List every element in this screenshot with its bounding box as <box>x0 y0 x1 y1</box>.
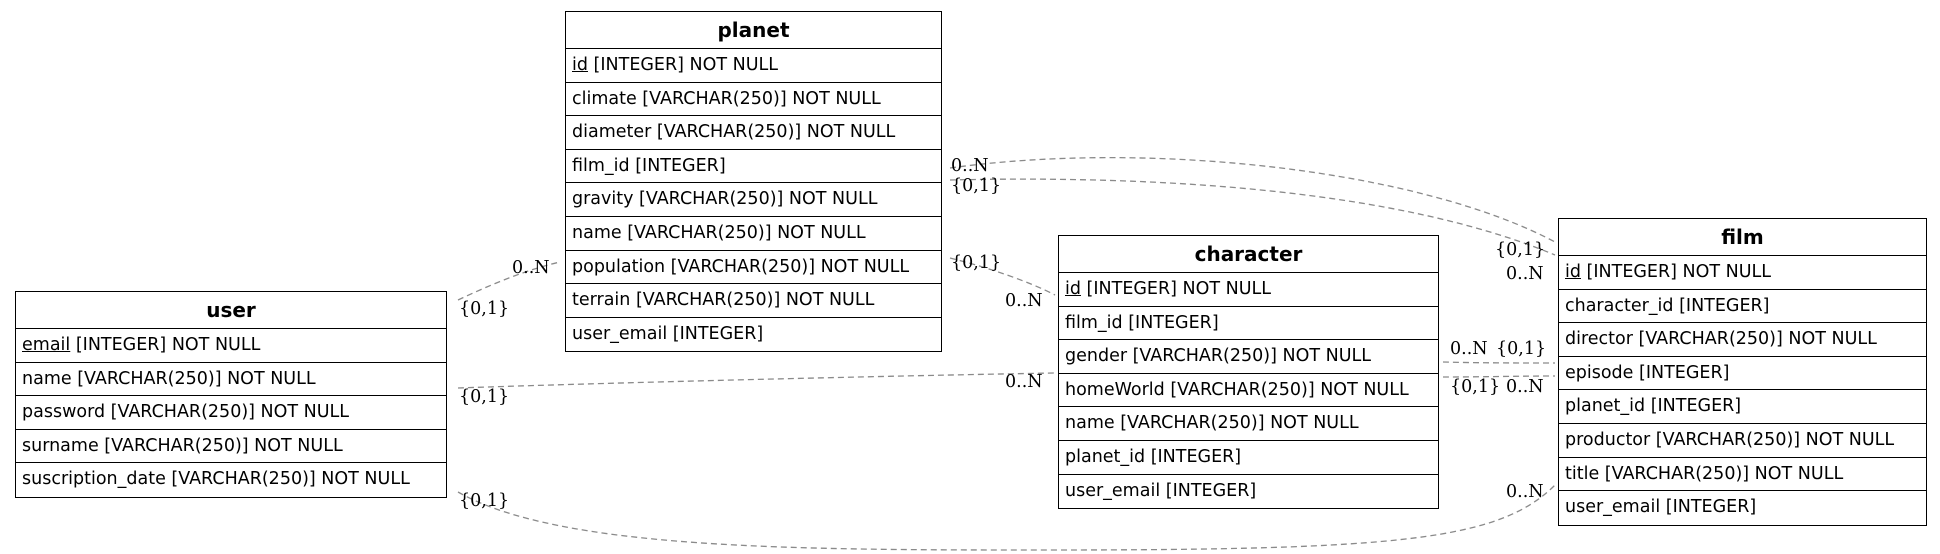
entity-title-film: film <box>1559 219 1926 256</box>
field-definition: planet_id [INTEGER] <box>1065 446 1242 467</box>
field-definition: climate [VARCHAR(250)] NOT NULL <box>572 88 881 109</box>
field-definition: name [VARCHAR(250)] NOT NULL <box>22 368 316 389</box>
primary-key: id <box>572 55 588 75</box>
field-definition: planet_id [INTEGER] <box>1565 396 1742 417</box>
entity-title-character: character <box>1059 236 1438 273</box>
field-row: name [VARCHAR(250)] NOT NULL <box>566 217 941 251</box>
cardinality-label: 0..N <box>1506 264 1544 284</box>
field-definition: name [VARCHAR(250)] NOT NULL <box>1065 413 1359 434</box>
cardinality-label: {0,1} <box>951 253 1002 273</box>
field-row: surname [VARCHAR(250)] NOT NULL <box>16 430 446 464</box>
field-definition: homeWorld [VARCHAR(250)] NOT NULL <box>1065 379 1409 400</box>
field-row: user_email [INTEGER] <box>566 318 941 352</box>
field-row: episode [INTEGER] <box>1559 357 1926 391</box>
field-definition: surname [VARCHAR(250)] NOT NULL <box>22 435 343 456</box>
field-definition: user_email [INTEGER] <box>1065 480 1257 501</box>
primary-key: id <box>1065 279 1081 299</box>
field-row: user_email [INTEGER] <box>1559 491 1926 525</box>
entity-planet[interactable]: planet id [INTEGER] NOT NULL climate [VA… <box>565 11 942 353</box>
edge-character-film-a <box>1442 361 1556 364</box>
edge-planet-film-a <box>949 157 1556 243</box>
field-row: password [VARCHAR(250)] NOT NULL <box>16 396 446 430</box>
entity-user[interactable]: user email [INTEGER] NOT NULL name [VARC… <box>15 291 447 498</box>
cardinality-label: {0,1} <box>459 491 510 511</box>
cardinality-label: {0,1} <box>951 176 1002 196</box>
field-row: name [VARCHAR(250)] NOT NULL <box>1059 407 1438 441</box>
entity-film[interactable]: film id [INTEGER] NOT NULL character_id … <box>1558 218 1927 526</box>
field-row: population [VARCHAR(250)] NOT NULL <box>566 251 941 285</box>
field-definition: user_email [INTEGER] <box>1565 497 1757 518</box>
cardinality-label: 0..N <box>1005 372 1043 392</box>
cardinality-label: {0,1} <box>459 387 510 407</box>
cardinality-label: 0..N <box>1005 291 1043 311</box>
field-definition: film_id [INTEGER] <box>572 155 726 176</box>
field-definition: gravity [VARCHAR(250)] NOT NULL <box>572 189 878 210</box>
cardinality-label: 0..N <box>951 156 989 176</box>
edge-planet-character <box>949 257 1056 296</box>
edge-character-film-b <box>1442 375 1556 378</box>
field-row: gravity [VARCHAR(250)] NOT NULL <box>566 183 941 217</box>
field-definition: terrain [VARCHAR(250)] NOT NULL <box>572 290 875 311</box>
field-definition: [INTEGER] NOT NULL <box>70 335 261 355</box>
field-row: character_id [INTEGER] <box>1559 290 1926 324</box>
field-definition: password [VARCHAR(250)] NOT NULL <box>22 402 350 423</box>
edge-user-character <box>457 372 1056 389</box>
field-row: homeWorld [VARCHAR(250)] NOT NULL <box>1059 374 1438 408</box>
field-definition: population [VARCHAR(250)] NOT NULL <box>572 256 910 277</box>
field-row: planet_id [INTEGER] <box>1059 441 1438 475</box>
field-definition: productor [VARCHAR(250)] NOT NULL <box>1565 429 1895 450</box>
primary-key: id <box>1565 262 1581 282</box>
primary-key: email <box>22 335 71 355</box>
field-row: climate [VARCHAR(250)] NOT NULL <box>566 83 941 117</box>
field-row: email [INTEGER] NOT NULL <box>16 329 446 363</box>
field-row: productor [VARCHAR(250)] NOT NULL <box>1559 424 1926 458</box>
edge-user-planet <box>457 261 561 301</box>
field-row: director [VARCHAR(250)] NOT NULL <box>1559 323 1926 357</box>
cardinality-label: 0..N <box>1506 482 1544 502</box>
field-definition: [INTEGER] NOT NULL <box>1080 279 1272 299</box>
field-row: gender [VARCHAR(250)] NOT NULL <box>1059 340 1438 374</box>
field-definition: [INTEGER] NOT NULL <box>1580 262 1772 282</box>
field-definition: character_id [INTEGER] <box>1565 295 1770 316</box>
cardinality-label: {0,1} <box>1496 339 1547 359</box>
cardinality-label: 0..N <box>512 258 550 278</box>
cardinality-label: {0,1} <box>459 299 510 319</box>
field-row: suscription_date [VARCHAR(250)] NOT NULL <box>16 463 446 497</box>
field-definition: user_email [INTEGER] <box>572 323 764 344</box>
field-definition: [INTEGER] NOT NULL <box>587 55 779 75</box>
field-row: id [INTEGER] NOT NULL <box>1059 273 1438 307</box>
field-row: film_id [INTEGER] <box>1059 307 1438 341</box>
entity-title-planet: planet <box>566 12 941 49</box>
field-row: id [INTEGER] NOT NULL <box>566 49 941 83</box>
field-row: terrain [VARCHAR(250)] NOT NULL <box>566 284 941 318</box>
field-definition: episode [INTEGER] <box>1565 362 1730 383</box>
field-definition: gender [VARCHAR(250)] NOT NULL <box>1065 346 1372 367</box>
field-definition: name [VARCHAR(250)] NOT NULL <box>572 222 866 243</box>
field-row: id [INTEGER] NOT NULL <box>1559 256 1926 290</box>
cardinality-label: {0,1} <box>1495 240 1546 260</box>
entity-character[interactable]: character id [INTEGER] NOT NULL film_id … <box>1058 235 1439 510</box>
entity-title-user: user <box>16 292 446 329</box>
field-definition: film_id [INTEGER] <box>1065 312 1219 333</box>
field-definition: diameter [VARCHAR(250)] NOT NULL <box>572 122 896 143</box>
cardinality-label: 0..N <box>1506 377 1544 397</box>
field-row: film_id [INTEGER] <box>566 150 941 184</box>
field-row: planet_id [INTEGER] <box>1559 390 1926 424</box>
cardinality-label: {0,1} <box>1450 377 1501 397</box>
field-definition: suscription_date [VARCHAR(250)] NOT NULL <box>22 469 410 490</box>
field-row: title [VARCHAR(250)] NOT NULL <box>1559 458 1926 492</box>
field-definition: title [VARCHAR(250)] NOT NULL <box>1565 463 1844 484</box>
cardinality-label: 0..N <box>1450 339 1488 359</box>
field-row: diameter [VARCHAR(250)] NOT NULL <box>566 116 941 150</box>
field-row: name [VARCHAR(250)] NOT NULL <box>16 363 446 397</box>
field-definition: director [VARCHAR(250)] NOT NULL <box>1565 329 1877 350</box>
edge-user-film <box>457 484 1556 551</box>
field-row: user_email [INTEGER] <box>1059 475 1438 509</box>
edge-planet-film-b <box>949 178 1556 256</box>
